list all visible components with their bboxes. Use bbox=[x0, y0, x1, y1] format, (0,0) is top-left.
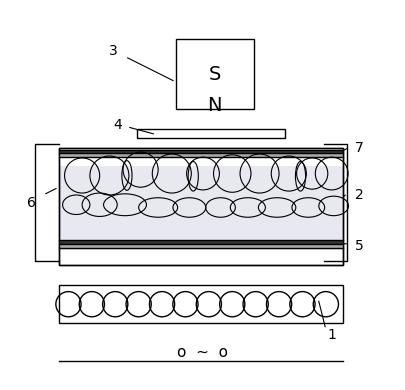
Text: 1: 1 bbox=[326, 328, 335, 342]
Text: S: S bbox=[208, 65, 220, 83]
Bar bbox=[59, 148, 343, 265]
Bar bbox=[59, 153, 343, 157]
Text: o  ~  o: o ~ o bbox=[177, 346, 228, 360]
Bar bbox=[59, 244, 343, 248]
Bar bbox=[59, 166, 343, 250]
Bar bbox=[59, 285, 343, 323]
Text: 4: 4 bbox=[113, 118, 121, 132]
Bar bbox=[59, 148, 343, 265]
Text: 5: 5 bbox=[354, 239, 362, 253]
Text: 3: 3 bbox=[109, 44, 117, 58]
Text: 6: 6 bbox=[27, 196, 36, 210]
Text: N: N bbox=[207, 96, 222, 115]
Bar bbox=[136, 129, 284, 138]
Bar bbox=[59, 150, 343, 153]
FancyBboxPatch shape bbox=[175, 39, 253, 109]
Text: 2: 2 bbox=[354, 188, 362, 202]
Text: 7: 7 bbox=[354, 141, 362, 155]
Bar bbox=[59, 240, 343, 244]
